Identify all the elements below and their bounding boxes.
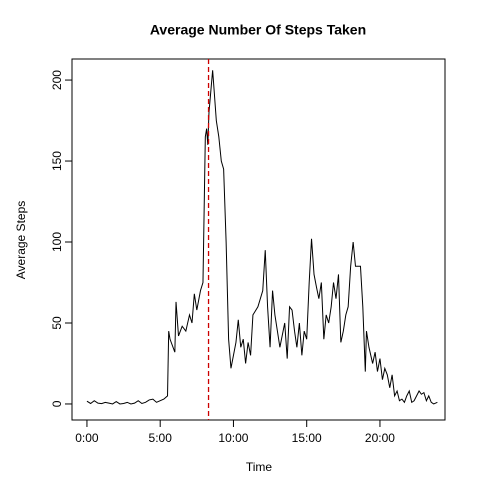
x-axis-label: Time — [246, 460, 273, 474]
x-tick-label: 0:00 — [75, 431, 99, 445]
y-tick-label: 150 — [50, 151, 64, 171]
chart-title: Average Number Of Steps Taken — [150, 22, 366, 38]
y-tick-label: 100 — [50, 232, 64, 252]
y-tick-label: 200 — [50, 70, 64, 90]
y-axis-label: Average Steps — [14, 201, 28, 280]
y-tick-label: 50 — [50, 316, 64, 330]
y-tick-label: 0 — [50, 400, 64, 407]
x-tick-label: 20:00 — [365, 431, 395, 445]
data-line — [86, 70, 438, 405]
x-tick-label: 15:00 — [292, 431, 322, 445]
x-tick-label: 10:00 — [218, 431, 248, 445]
x-tick-label: 5:00 — [149, 431, 173, 445]
plot-box — [71, 58, 446, 421]
